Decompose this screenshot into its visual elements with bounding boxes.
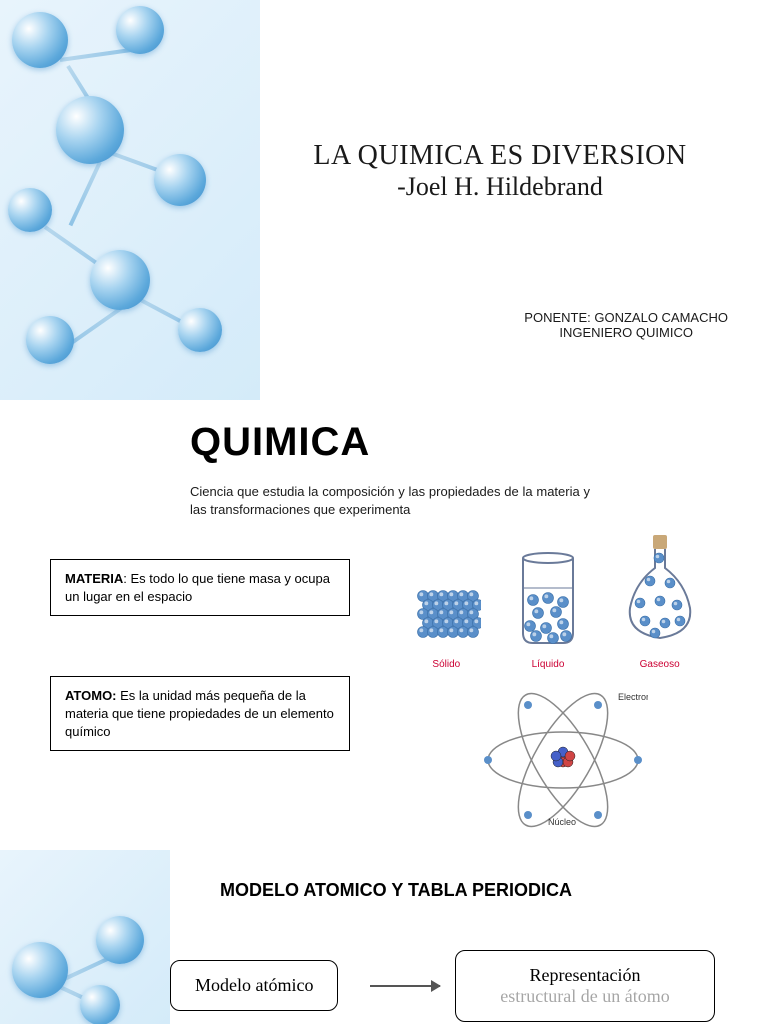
heading-quimica: QUIMICA <box>190 420 728 465</box>
subtitle: -Joel H. Hildebrand <box>280 172 720 202</box>
box-modelo-atomico: Modelo atómico <box>170 960 338 1011</box>
arrow-icon <box>370 985 440 987</box>
presenter-info: PONENTE: GONZALO CAMACHO INGENIERO QUIMI… <box>524 310 728 340</box>
liquid-label: Líquido <box>508 659 588 670</box>
box-representacion: Representación estructural de un átomo <box>455 950 715 1022</box>
slide3-title: MODELO ATOMICO Y TABLA PERIODICA <box>220 880 572 901</box>
state-liquid: Líquido <box>508 548 588 670</box>
title-block: LA QUIMICA ES DIVERSION -Joel H. Hildebr… <box>280 140 720 202</box>
molecule-background-3 <box>0 850 170 1024</box>
materia-label: MATERIA <box>65 571 123 586</box>
slide-model: MODELO ATOMICO Y TABLA PERIODICA Modelo … <box>0 850 768 1024</box>
liquid-icon <box>508 548 588 648</box>
slide-definitions: QUIMICA Ciencia que estudia la composici… <box>0 400 768 850</box>
solid-icon <box>411 578 481 648</box>
electron-label: Electrones <box>618 692 648 702</box>
state-solid: Sólido <box>411 578 481 670</box>
atom-diagram: Electrones Núcleo <box>478 690 648 830</box>
atomo-label: ATOMO: <box>65 688 117 703</box>
presenter-name: PONENTE: GONZALO CAMACHO <box>524 310 728 325</box>
box-materia: MATERIA: Es todo lo que tiene masa y ocu… <box>50 559 350 616</box>
state-gas: Gaseoso <box>615 533 705 670</box>
main-title: LA QUIMICA ES DIVERSION <box>280 140 720 172</box>
molecule-background <box>0 0 260 400</box>
nucleus-label: Núcleo <box>548 817 576 827</box>
states-of-matter-figure: Sólido Líquido Gaseoso <box>398 520 718 670</box>
definition-text: Ciencia que estudia la composición y las… <box>190 483 590 519</box>
gas-label: Gaseoso <box>615 659 705 670</box>
box-atomo: ATOMO: Es la unidad más pequeña de la ma… <box>50 676 350 751</box>
solid-label: Sólido <box>411 659 481 670</box>
slide-title: LA QUIMICA ES DIVERSION -Joel H. Hildebr… <box>0 0 768 400</box>
gas-icon <box>615 533 705 648</box>
presenter-role: INGENIERO QUIMICO <box>524 325 728 340</box>
